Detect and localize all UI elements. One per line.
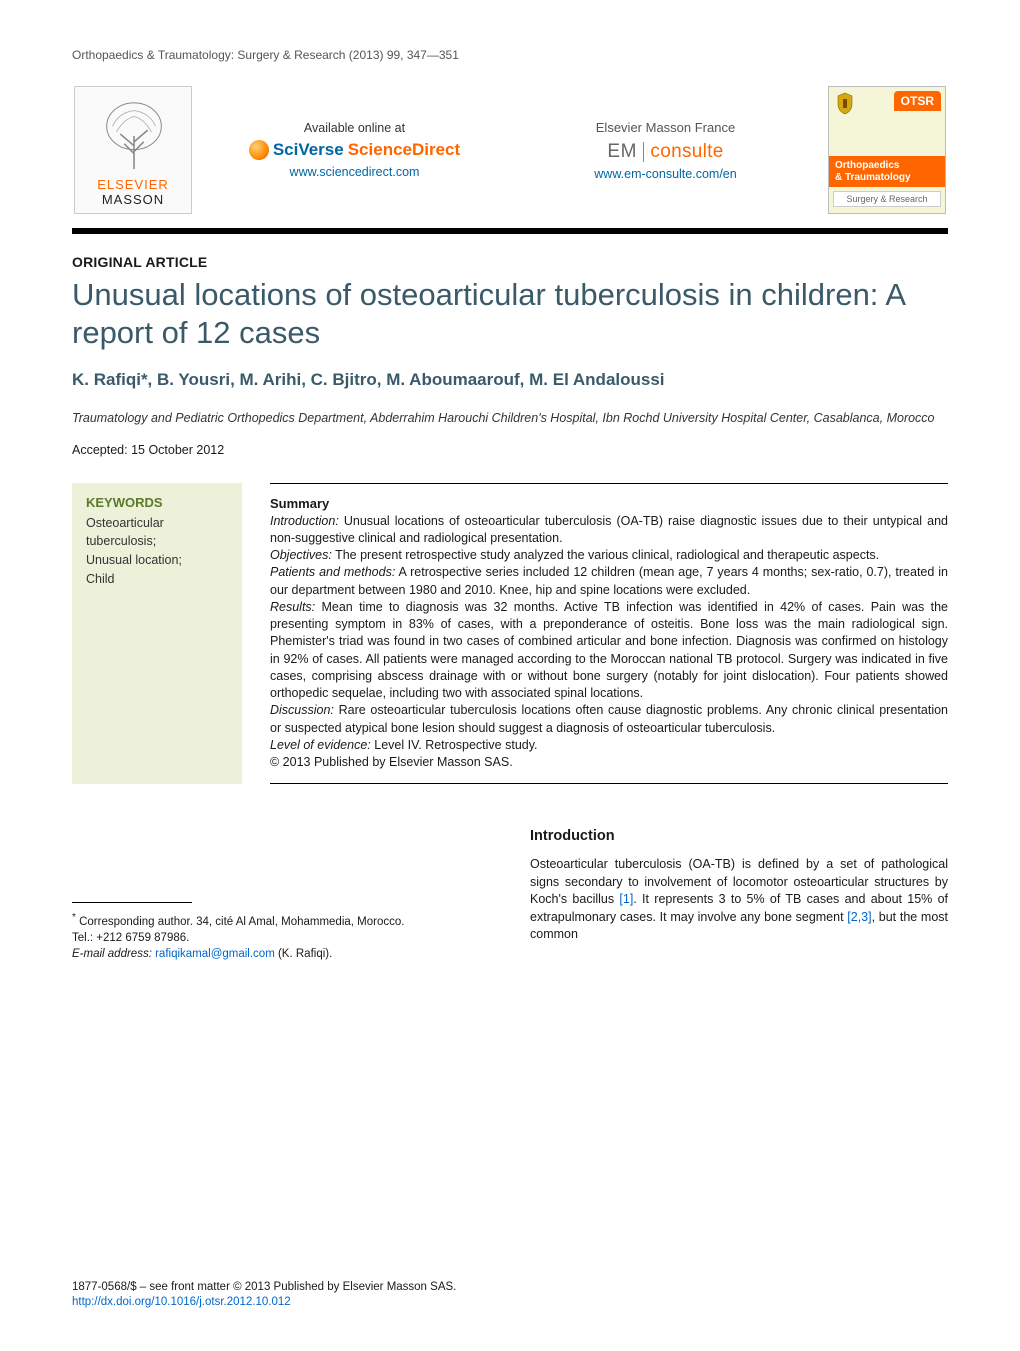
abstract-copyright: © 2013 Published by Elsevier Masson SAS. (270, 754, 948, 771)
obj-text: The present retrospective study analyzed… (332, 548, 879, 562)
keywords-list: Osteoarticular tuberculosis; Unusual loc… (86, 514, 228, 589)
em-consulte-url[interactable]: www.em-consulte.com/en (517, 167, 814, 181)
email-label: E-mail address: (72, 948, 155, 960)
em-text: EM (607, 141, 637, 163)
corresponding-author: * Corresponding author. 34, cité Al Amal… (72, 911, 490, 962)
divider-icon (643, 142, 645, 162)
doi-link[interactable]: http://dx.doi.org/10.1016/j.otsr.2012.10… (72, 1296, 291, 1308)
journal-header: ELSEVIER MASSON Available online at SciV… (72, 76, 948, 234)
left-column: * Corresponding author. 34, cité Al Amal… (72, 828, 490, 962)
affiliation: Traumatology and Pediatric Orthopedics D… (72, 410, 948, 427)
introduction-paragraph: Osteoarticular tuberculosis (OA-TB) is d… (530, 856, 948, 944)
consulte-text: consulte (650, 141, 723, 163)
right-column: Introduction Osteoarticular tuberculosis… (530, 828, 948, 962)
abstract-intro: Introduction: Unusual locations of osteo… (270, 513, 948, 548)
front-matter: 1877-0568/$ – see front matter © 2013 Pu… (72, 1281, 456, 1293)
body-columns: * Corresponding author. 34, cité Al Amal… (72, 828, 948, 962)
abstract-methods: Patients and methods: A retrospective se… (270, 564, 948, 599)
elsevier-text: ELSEVIER (97, 177, 169, 192)
intro-text: Unusual locations of osteoarticular tube… (270, 514, 948, 545)
sciverse-logo: SciVerse ScienceDirect (249, 140, 460, 160)
abstract-box: Summary Introduction: Unusual locations … (270, 483, 948, 785)
otsr-band-line2: & Traumatology (835, 172, 911, 183)
accepted-date: Accepted: 15 October 2012 (72, 443, 948, 457)
loe-label: Level of evidence: (270, 738, 371, 752)
abstract-loe: Level of evidence: Level IV. Retrospecti… (270, 737, 948, 754)
ref-link-2-3[interactable]: [2,3] (847, 910, 871, 924)
pm-label: Patients and methods: (270, 565, 395, 579)
corr-line1: Corresponding author. 34, cité Al Amal, … (76, 916, 405, 928)
sciverse-text-b: ScienceDirect (348, 140, 460, 160)
abstract-objectives: Objectives: The present retrospective st… (270, 547, 948, 564)
available-online-label: Available online at (206, 121, 503, 135)
masson-text: MASSON (102, 192, 164, 207)
abstract-row: KEYWORDS Osteoarticular tuberculosis; Un… (72, 483, 948, 785)
corr-tel: Tel.: +212 6759 87986. (72, 932, 189, 944)
disc-label: Discussion: (270, 703, 334, 717)
sciverse-text-a: SciVerse (273, 140, 344, 160)
tree-icon (95, 97, 173, 175)
otsr-subtitle: Surgery & Research (833, 191, 941, 207)
crest-icon (835, 91, 855, 115)
em-consulte-logo: EM consulte (607, 141, 723, 163)
sciencedirect-block: Available online at SciVerse ScienceDire… (206, 121, 503, 179)
introduction-heading: Introduction (530, 828, 948, 844)
res-label: Results: (270, 600, 315, 614)
corr-email-link[interactable]: rafiqikamal@gmail.com (155, 948, 275, 960)
elsevier-masson-logo: ELSEVIER MASSON (74, 86, 192, 214)
author-list: K. Rafiqi*, B. Yousri, M. Arihi, C. Bjit… (72, 370, 948, 390)
abstract-results: Results: Mean time to diagnosis was 32 m… (270, 599, 948, 703)
sciencedirect-url[interactable]: www.sciencedirect.com (206, 165, 503, 179)
otsr-band-line1: Orthopaedics (835, 160, 899, 171)
page-footer: 1877-0568/$ – see front matter © 2013 Pu… (72, 1280, 948, 1311)
keywords-box: KEYWORDS Osteoarticular tuberculosis; Un… (72, 483, 242, 785)
otsr-band: Orthopaedics & Traumatology (829, 156, 945, 187)
ref-link-1[interactable]: [1] (619, 892, 633, 906)
loe-text: Level IV. Retrospective study. (371, 738, 538, 752)
orb-icon (249, 140, 269, 160)
article-type: ORIGINAL ARTICLE (72, 254, 948, 270)
otsr-journal-cover: OTSR Orthopaedics & Traumatology Surgery… (828, 86, 946, 214)
disc-text: Rare osteoarticular tuberculosis locatio… (270, 703, 948, 734)
em-consulte-block: Elsevier Masson France EM consulte www.e… (517, 120, 814, 181)
masson-france-label: Elsevier Masson France (517, 120, 814, 135)
keywords-heading: KEYWORDS (86, 495, 228, 510)
footnote-separator (72, 902, 192, 903)
obj-label: Objectives: (270, 548, 332, 562)
corr-email-tail: (K. Rafiqi). (275, 948, 333, 960)
otsr-tab: OTSR (894, 91, 941, 111)
res-text: Mean time to diagnosis was 32 months. Ac… (270, 600, 948, 700)
article-title: Unusual locations of osteoarticular tube… (72, 276, 948, 352)
intro-label: Introduction: (270, 514, 339, 528)
running-header: Orthopaedics & Traumatology: Surgery & R… (72, 48, 948, 62)
summary-heading: Summary (270, 496, 948, 511)
abstract-discussion: Discussion: Rare osteoarticular tubercul… (270, 702, 948, 737)
